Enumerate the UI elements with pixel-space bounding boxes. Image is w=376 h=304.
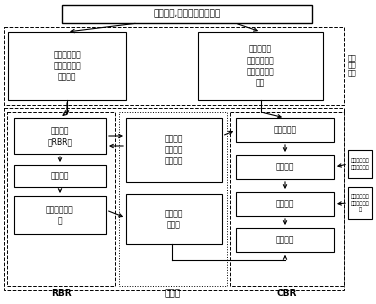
Text: 加工性质：零
件加工特征、
零件材质: 加工性质：零 件加工特征、 零件材质: [53, 50, 81, 81]
Bar: [230, 112, 344, 286]
Bar: [198, 32, 323, 100]
Text: 数据库: 数据库: [165, 289, 181, 299]
Text: 实例修改: 实例修改: [276, 199, 294, 209]
Bar: [7, 112, 115, 286]
Text: 刀具类型及材
料: 刀具类型及材 料: [46, 205, 74, 225]
Bar: [236, 228, 334, 252]
Text: 实例匹配: 实例匹配: [276, 163, 294, 171]
Text: 切削加工
实例库: 切削加工 实例库: [165, 209, 183, 229]
Bar: [126, 118, 222, 182]
Text: 零件特征尺
寸、加工精度
范围、表面粗
糙度: 零件特征尺 寸、加工精度 范围、表面粗 糙度: [247, 45, 274, 87]
Bar: [236, 118, 334, 142]
Text: 实例复用: 实例复用: [276, 236, 294, 244]
Bar: [4, 27, 344, 105]
Text: 零件
录入
信息: 零件 录入 信息: [348, 54, 356, 76]
Text: 候选实例集: 候选实例集: [273, 126, 297, 134]
Bar: [126, 194, 222, 244]
Text: 冲突消解: 冲突消解: [51, 171, 69, 181]
Bar: [14, 165, 106, 187]
Bar: [14, 196, 106, 234]
Bar: [62, 5, 312, 23]
Text: 刀具类型
及材料选
择规则库: 刀具类型 及材料选 择规则库: [165, 134, 183, 166]
Text: 规则推理
（RBR）: 规则推理 （RBR）: [47, 126, 73, 146]
Text: RBR: RBR: [51, 289, 71, 299]
Bar: [236, 155, 334, 179]
Text: 数控加工,刀具智能选择流程: 数控加工,刀具智能选择流程: [153, 9, 221, 19]
Bar: [8, 32, 126, 100]
Bar: [119, 112, 227, 286]
Text: CBR: CBR: [277, 289, 297, 299]
Text: 属性相似度、
量性优先计算: 属性相似度、 量性优先计算: [351, 158, 369, 170]
Bar: [348, 187, 372, 219]
Text: 自整调用试刀
及儿何修修作
门: 自整调用试刀 及儿何修修作 门: [351, 194, 369, 212]
Bar: [348, 150, 372, 178]
Bar: [14, 118, 106, 154]
Bar: [4, 108, 344, 290]
Bar: [236, 192, 334, 216]
